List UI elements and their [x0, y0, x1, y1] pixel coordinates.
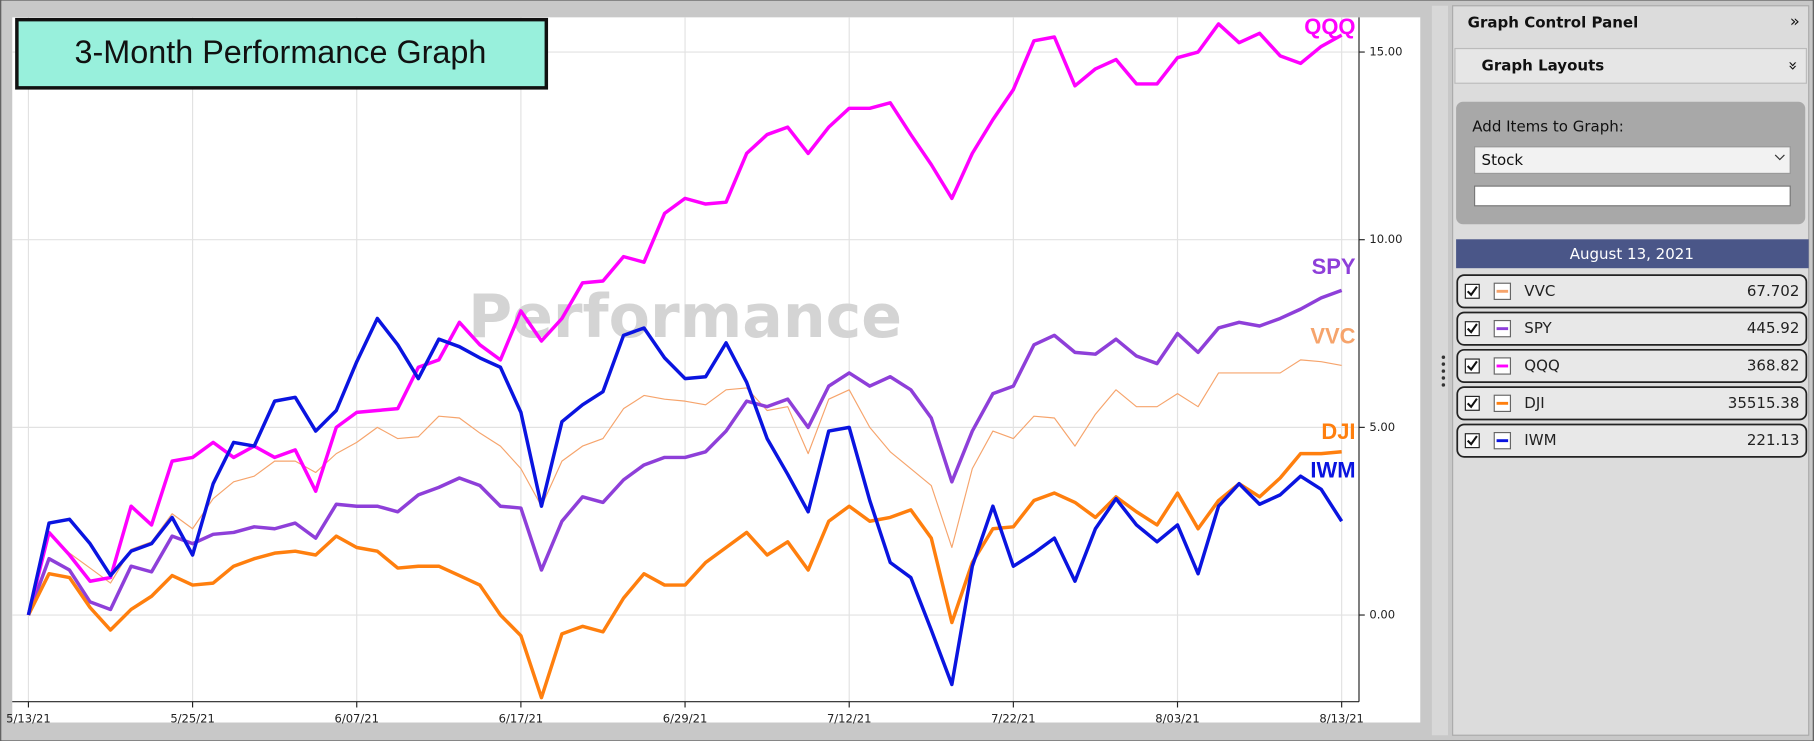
checkbox[interactable] — [1464, 433, 1480, 449]
y-tick-label: 0.00 — [1369, 608, 1395, 622]
checkbox[interactable] — [1464, 321, 1480, 337]
series-label: QQQ — [1304, 14, 1355, 39]
checkmark — [1466, 398, 1478, 409]
x-tick-label: 6/29/21 — [663, 712, 708, 726]
layouts-header[interactable] — [1454, 47, 1807, 84]
x-tick-label: 7/22/21 — [991, 712, 1036, 726]
date-bar — [1456, 239, 1809, 269]
plot-background — [12, 17, 1421, 723]
legend-row — [1456, 423, 1808, 458]
series-label: SPY — [1312, 254, 1356, 279]
x-tick-label: 8/13/21 — [1319, 712, 1364, 726]
x-tick-label: 6/17/21 — [499, 712, 544, 726]
series-label: IWM — [1310, 457, 1355, 482]
item-name: VVC — [1524, 282, 1555, 300]
item-name: SPY — [1524, 319, 1552, 337]
checkbox[interactable] — [1464, 395, 1480, 411]
lines: VVC SPY QQQ DJI IWM — [26, 14, 1356, 700]
checkmark — [1466, 435, 1478, 446]
item-name: DJI — [1524, 394, 1544, 412]
x-tick-label: 8/03/21 — [1155, 712, 1200, 726]
item-value: 221.13 — [1747, 431, 1800, 449]
select-arrow — [1774, 154, 1785, 161]
item-value: 35515.38 — [1728, 394, 1800, 412]
legend-row — [1456, 348, 1808, 384]
search-input[interactable] — [1474, 185, 1791, 207]
series-line — [26, 22, 1343, 616]
splitter[interactable] — [1431, 5, 1449, 736]
legend-row — [1456, 274, 1808, 309]
layouts-toggle[interactable]: » — [1784, 61, 1803, 71]
legend-rows: VVC 67.702 SPY 445.92 QQQ 368.82 DJI 35515.38 IW… — [1456, 274, 1808, 458]
y-tick-label: 5.00 — [1369, 420, 1395, 434]
series-line — [26, 450, 1342, 700]
item-name: IWM — [1524, 431, 1556, 449]
checkmark — [1466, 286, 1478, 297]
item-value: 445.92 — [1747, 319, 1800, 337]
x-tick-label: 5/25/21 — [170, 712, 215, 726]
add-items-label: Add Items to Graph: — [1472, 118, 1624, 136]
series-label: VVC — [1310, 323, 1355, 348]
checkmark — [1466, 323, 1478, 334]
series-line — [26, 316, 1344, 687]
chart-title: 3-Month Performance Graph — [75, 34, 487, 70]
layouts-title: Graph Layouts — [1482, 56, 1605, 74]
checkbox[interactable] — [1464, 283, 1480, 299]
watermark: Performance — [468, 282, 902, 352]
checkmark — [1466, 360, 1478, 372]
legend-row — [1456, 311, 1808, 346]
series-line — [26, 288, 1343, 616]
collapse-button[interactable]: » — [1790, 11, 1800, 30]
checkbox[interactable] — [1464, 358, 1480, 374]
splitter-grip — [1441, 355, 1446, 387]
x-tick-label: 5/13/21 — [6, 712, 51, 726]
y-tick-label: 10.00 — [1369, 232, 1402, 246]
x-tick-label: 7/12/21 — [827, 712, 872, 726]
series-label: DJI — [1321, 419, 1355, 444]
item-name: QQQ — [1524, 356, 1559, 374]
item-type-select[interactable] — [1474, 146, 1791, 174]
select-value: Stock — [1482, 151, 1524, 169]
item-value: 368.82 — [1747, 356, 1800, 374]
item-value: 67.702 — [1747, 282, 1800, 300]
x-tick-label: 6/07/21 — [334, 712, 379, 726]
panel-title: Graph Control Panel — [1468, 14, 1639, 32]
grid: 0.00 5.00 10.00 15.00 5/13/21 5/25/21 6/07/21 6… — [6, 17, 1402, 726]
series-line — [27, 359, 1342, 616]
title-box — [15, 17, 549, 90]
y-tick-label: 15.00 — [1369, 45, 1402, 59]
date-label: August 13, 2021 — [1570, 245, 1694, 263]
legend-row — [1456, 386, 1808, 421]
